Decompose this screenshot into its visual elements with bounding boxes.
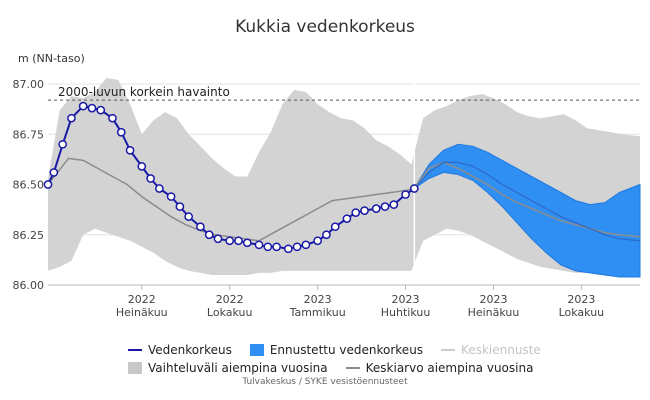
water-level-point-33 xyxy=(360,206,369,215)
x-tick-month-1: Lokakuu xyxy=(207,306,253,319)
x-tick-year-2: 2023 xyxy=(304,293,332,306)
water-level-point-1 xyxy=(49,168,59,177)
legend-row2-item-1[interactable]: Keskiarvo aiempina vuosina xyxy=(345,361,534,375)
legend-row1-swatch-0 xyxy=(128,349,142,351)
water-level-point-36 xyxy=(389,200,399,209)
water-level-point-38 xyxy=(409,184,419,193)
x-tick-month-4: Heinäkuu xyxy=(468,306,520,319)
legend-row1-label-0: Vedenkorkeus xyxy=(148,343,232,357)
water-level-point-26 xyxy=(292,242,302,252)
water-level-point-12 xyxy=(155,184,164,193)
historical-range-band xyxy=(48,78,640,275)
water-level-point-20 xyxy=(234,236,243,246)
legend-row2-item-0[interactable]: Vaihteluväli aiempina vuosina xyxy=(128,361,328,375)
water-level-point-27 xyxy=(301,240,311,250)
x-tick-month-0: Heinäkuu xyxy=(116,306,168,319)
water-level-point-30 xyxy=(330,222,340,232)
y-tick-label-4: 87.00 xyxy=(13,78,45,91)
legend-row1-swatch-1 xyxy=(249,344,264,356)
x-tick-month-5: Lokakuu xyxy=(559,306,605,319)
legend-row2-swatch-1 xyxy=(345,367,360,369)
water-level-point-4 xyxy=(78,101,88,111)
legend-row2-swatch-0 xyxy=(128,362,142,374)
water-level-point-18 xyxy=(213,234,223,244)
forecast-mean-line xyxy=(413,161,641,242)
legend-row1-label-1: Ennustettu vedenkorkeus xyxy=(269,343,424,357)
chart-title: Kukkia vedenkorkeus xyxy=(235,17,415,37)
legend-row2-label-0: Vaihteluväli aiempina vuosina xyxy=(148,361,328,375)
legend-row1-item-1[interactable]: Ennustettu vedenkorkeus xyxy=(249,343,424,357)
water-level-point-31 xyxy=(342,214,352,224)
legend-row1-item-0[interactable]: Vedenkorkeus xyxy=(128,343,232,357)
y-tick-label-0: 86.00 xyxy=(13,279,45,292)
water-level-point-9 xyxy=(125,145,135,155)
y-axis-label: m (NN-taso) xyxy=(18,52,85,65)
source-credit: Tulvakeskus / SYKE vesistöennusteet xyxy=(242,377,408,387)
legend-row1-item-2[interactable]: Keskiennuste xyxy=(441,343,541,357)
x-tick-year-3: 2023 xyxy=(392,293,420,306)
legend-row1-label-2: Keskiennuste xyxy=(461,343,541,357)
historical-mean-line xyxy=(47,157,641,242)
water-level-point-34 xyxy=(371,204,381,213)
water-level-point-7 xyxy=(108,113,117,123)
water-level-point-32 xyxy=(351,208,361,217)
water-level-point-21 xyxy=(242,238,252,248)
legend-row-2: Vaihteluväli aiempina vuosina Keskiarvo a… xyxy=(128,361,551,375)
water-level-point-5 xyxy=(87,103,97,113)
water-level-point-25 xyxy=(283,244,293,254)
water-level-point-23 xyxy=(263,242,273,252)
x-tick-year-5: 2023 xyxy=(567,293,595,306)
legend-row2-label-1: Keskiarvo aiempina vuosina xyxy=(365,361,534,375)
water-level-point-15 xyxy=(184,212,194,222)
legend-row1-swatch-2 xyxy=(441,349,456,351)
y-tick-label-1: 86.25 xyxy=(13,229,45,242)
water-level-point-37 xyxy=(401,190,410,199)
x-tick-year-4: 2023 xyxy=(479,293,507,306)
water-level-point-6 xyxy=(96,105,106,115)
water-level-point-17 xyxy=(204,230,214,240)
x-tick-year-1: 2022 xyxy=(216,293,244,306)
x-tick-month-2: Tammikuu xyxy=(289,306,346,319)
water-level-point-3 xyxy=(67,113,76,123)
forecast-band xyxy=(413,143,641,278)
water-level-point-10 xyxy=(137,162,147,171)
water-level-point-14 xyxy=(175,202,185,211)
water-level-point-28 xyxy=(313,236,322,246)
water-level-point-0 xyxy=(43,180,53,189)
water-level-point-13 xyxy=(166,192,176,201)
water-level-point-11 xyxy=(146,174,155,183)
water-level-point-8 xyxy=(116,127,126,137)
x-tick-year-0: 2022 xyxy=(128,293,156,306)
y-tick-label-2: 86.50 xyxy=(13,179,45,192)
legend-row-1: Vedenkorkeus Ennustettu vedenkorkeus Keski… xyxy=(128,343,559,357)
x-tick-month-3: Huhtikuu xyxy=(381,306,431,319)
water-level-point-2 xyxy=(58,139,68,149)
plot-area: 86.00 86.25 86.50 86.75 87.00 2000-luvun kork… xyxy=(13,78,641,319)
water-level-point-22 xyxy=(254,240,264,250)
water-level-point-16 xyxy=(196,222,205,232)
water-level-point-19 xyxy=(225,236,235,246)
water-level-point-24 xyxy=(272,242,281,252)
water-level-point-35 xyxy=(380,202,390,211)
record-high-label: 2000-luvun korkein havainto xyxy=(58,85,230,99)
y-tick-label-3: 86.75 xyxy=(13,128,45,141)
water-level-point-29 xyxy=(322,230,331,240)
